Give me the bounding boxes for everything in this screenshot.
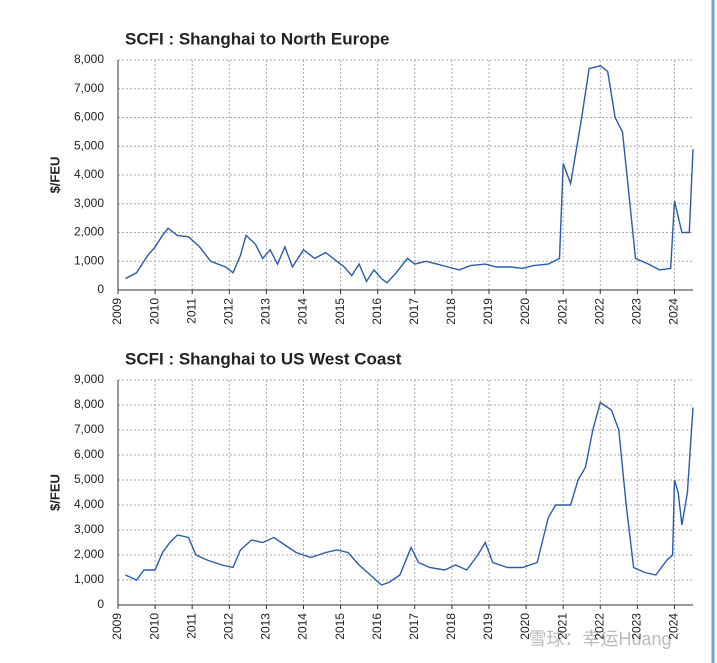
x-tick-label: 2018 [444, 613, 458, 640]
y-tick-label: 9,000 [74, 372, 104, 386]
y-tick-label: 4,000 [74, 497, 104, 511]
x-tick-label: 2020 [518, 613, 532, 640]
x-tick-label: 2011 [184, 298, 198, 324]
x-tick-label: 2011 [184, 613, 198, 639]
y-axis-label: $/FEU [47, 474, 62, 511]
x-tick-label: 2010 [147, 613, 161, 640]
x-tick-label: 2024 [667, 613, 681, 640]
y-tick-label: 0 [97, 282, 104, 296]
x-tick-label: 2016 [370, 298, 384, 325]
x-tick-label: 2024 [667, 298, 681, 325]
y-tick-label: 4,000 [74, 167, 104, 181]
x-tick-label: 2013 [259, 613, 273, 640]
y-tick-label: 5,000 [74, 472, 104, 486]
y-tick-label: 3,000 [74, 196, 104, 210]
y-tick-label: 2,000 [74, 547, 104, 561]
x-tick-label: 2017 [407, 298, 421, 325]
y-tick-label: 0 [97, 597, 104, 611]
x-tick-label: 2017 [407, 613, 421, 640]
y-tick-label: 7,000 [74, 81, 104, 95]
x-tick-label: 2018 [444, 298, 458, 325]
x-tick-label: 2022 [592, 298, 606, 325]
line-series [125, 401, 694, 586]
line-series [125, 65, 694, 284]
x-tick-label: 2020 [518, 298, 532, 325]
x-tick-label: 2019 [481, 298, 495, 325]
x-tick-label: 2015 [333, 298, 347, 325]
x-tick-label: 2009 [110, 613, 124, 640]
x-tick-label: 2023 [630, 298, 644, 325]
x-tick-label: 2009 [110, 298, 124, 325]
y-tick-label: 8,000 [74, 397, 104, 411]
x-tick-label: 2012 [221, 613, 235, 640]
x-tick-label: 2010 [147, 298, 161, 325]
x-tick-label: 2022 [592, 613, 606, 640]
x-tick-label: 2019 [481, 613, 495, 640]
y-tick-label: 5,000 [74, 138, 104, 152]
y-tick-label: 8,000 [74, 52, 104, 66]
chart-title: SCFI : Shanghai to North Europe [125, 29, 389, 48]
x-tick-label: 2014 [296, 613, 310, 640]
x-tick-label: 2012 [221, 298, 235, 325]
x-tick-label: 2021 [555, 298, 569, 325]
chart-title: SCFI : Shanghai to US West Coast [125, 349, 402, 368]
x-tick-label: 2021 [555, 613, 569, 640]
x-tick-label: 2023 [630, 613, 644, 640]
y-tick-label: 7,000 [74, 422, 104, 436]
y-tick-label: 2,000 [74, 225, 104, 239]
x-tick-label: 2014 [296, 298, 310, 325]
x-tick-label: 2016 [370, 613, 384, 640]
y-axis-label: $/FEU [47, 157, 62, 194]
y-tick-label: 6,000 [74, 110, 104, 124]
watermark: 雪球：幸运Huang [528, 629, 671, 649]
x-tick-label: 2015 [333, 613, 347, 640]
y-tick-label: 1,000 [74, 253, 104, 267]
y-tick-label: 1,000 [74, 572, 104, 586]
x-tick-label: 2013 [259, 298, 273, 325]
y-tick-label: 6,000 [74, 447, 104, 461]
y-tick-label: 3,000 [74, 522, 104, 536]
